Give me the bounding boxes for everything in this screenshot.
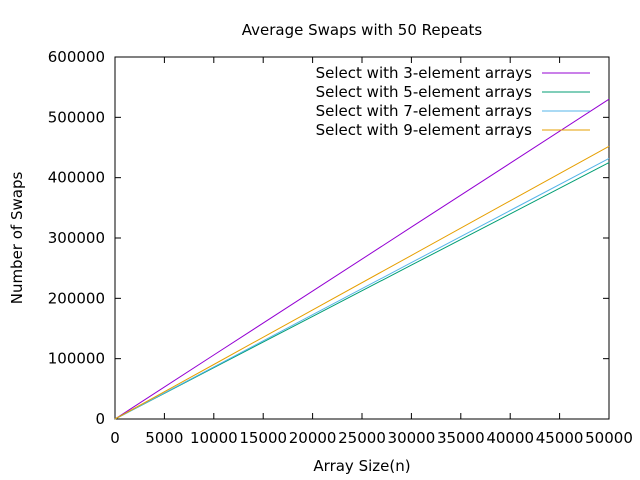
y-tick-label: 100000 bbox=[48, 350, 105, 368]
y-tick-label: 500000 bbox=[48, 108, 105, 126]
y-tick-label: 400000 bbox=[48, 169, 105, 187]
x-tick-label: 40000 bbox=[486, 429, 534, 447]
series-line bbox=[114, 162, 610, 420]
legend-label: Select with 7-element arrays bbox=[316, 102, 533, 120]
x-tick-label: 30000 bbox=[388, 429, 436, 447]
x-tick-label: 15000 bbox=[239, 429, 287, 447]
chart-title: Average Swaps with 50 Repeats bbox=[242, 21, 483, 39]
y-tick-label: 300000 bbox=[48, 229, 105, 247]
legend-entry: Select with 9-element arrays bbox=[316, 121, 590, 139]
legend-label: Select with 3-element arrays bbox=[316, 64, 533, 82]
axis-ticks: 0 5000 10000 15000 20000 25000 30000 35000 40000… bbox=[48, 48, 633, 447]
x-axis-label: Array Size(n) bbox=[313, 457, 410, 475]
x-tick-label: 10000 bbox=[190, 429, 238, 447]
legend-entry: Select with 5-element arrays bbox=[316, 83, 590, 101]
y-tick-label: 600000 bbox=[48, 48, 105, 66]
x-tick-label: 20000 bbox=[289, 429, 337, 447]
x-tick-label: 25000 bbox=[338, 429, 386, 447]
series-line bbox=[114, 157, 610, 420]
legend-label: Select with 9-element arrays bbox=[316, 121, 533, 139]
y-axis-label: Number of Swaps bbox=[8, 172, 26, 305]
x-tick-label: 45000 bbox=[536, 429, 584, 447]
x-tick-label: 50000 bbox=[585, 429, 633, 447]
x-tick-label: 5000 bbox=[145, 429, 183, 447]
legend-entry: Select with 3-element arrays bbox=[316, 64, 590, 82]
legend-label: Select with 5-element arrays bbox=[316, 83, 533, 101]
x-tick-label: 0 bbox=[110, 429, 120, 447]
legend-entry: Select with 7-element arrays bbox=[316, 102, 590, 120]
x-tick-label: 35000 bbox=[437, 429, 485, 447]
series-line bbox=[114, 145, 610, 420]
y-tick-label: 200000 bbox=[48, 289, 105, 307]
series-lines bbox=[114, 98, 610, 420]
series-line bbox=[114, 98, 610, 420]
y-tick-label: 0 bbox=[95, 410, 105, 428]
